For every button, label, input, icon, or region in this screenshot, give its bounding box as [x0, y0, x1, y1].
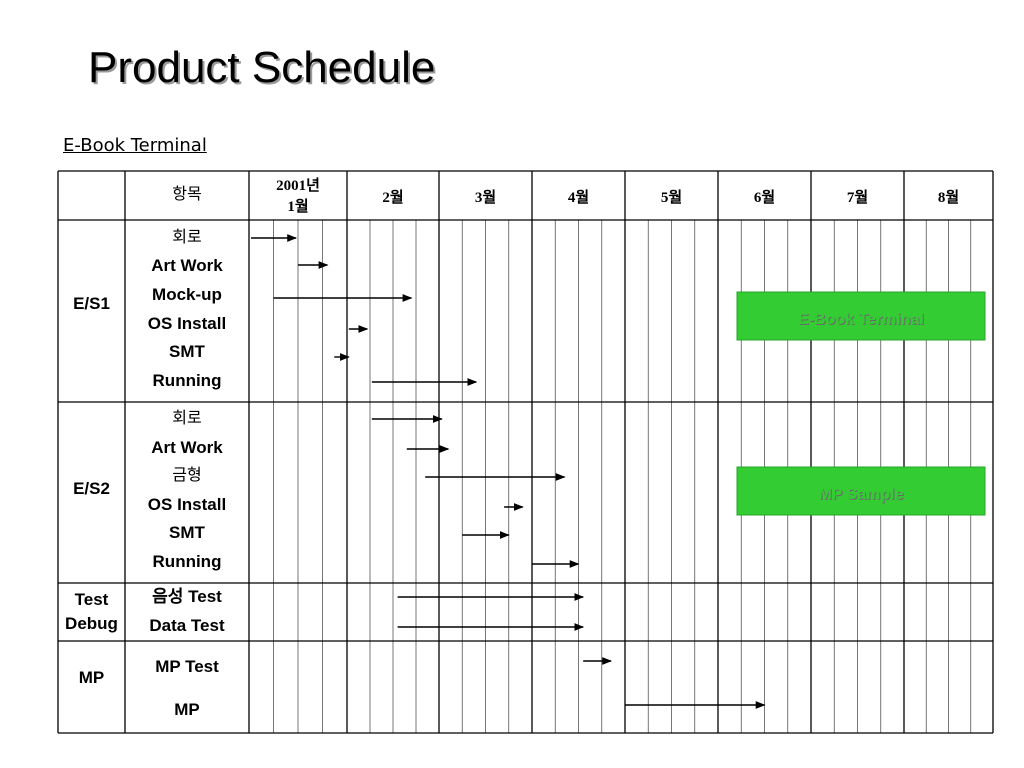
task-label: Mock-up [152, 285, 222, 304]
task-label: Data Test [149, 616, 225, 635]
task-label: Running [153, 552, 222, 571]
slide-title: Product Schedule [88, 43, 436, 92]
milestone-box-label: E-Book Terminal [798, 311, 924, 328]
task-label: OS Install [148, 495, 226, 514]
task-label: Art Work [151, 438, 223, 457]
task-label: OS Install [148, 314, 226, 333]
task-label: SMT [169, 342, 206, 361]
group-label: MP [79, 668, 105, 687]
group-label: Test Debug [65, 590, 118, 633]
header-item: 항목 [172, 184, 201, 203]
task-label: Running [153, 371, 222, 390]
slide-subtitle: E-Book Terminal [63, 135, 207, 156]
task-label: MP Test [155, 657, 219, 676]
month-header: 2월 [382, 189, 403, 206]
milestone-box-shadow: MP Sample [819, 487, 904, 504]
task-label: MP [174, 700, 200, 719]
month-header: 8월 [938, 189, 959, 206]
milestone-box [736, 291, 986, 341]
task-label: 회로 [172, 408, 201, 427]
month-header: 3월 [475, 189, 496, 206]
month-header: 7월 [847, 189, 868, 206]
milestone-box-shadow: E-Book Terminal [799, 312, 925, 329]
month-header: 5월 [661, 189, 682, 206]
task-label: SMT [169, 523, 206, 542]
task-label: 음성 Test [152, 587, 222, 606]
milestone-box [736, 466, 986, 516]
task-label: Art Work [151, 256, 223, 275]
month-header: 4월 [568, 189, 589, 206]
task-label: 회로 [172, 227, 201, 246]
task-label: 금형 [172, 465, 201, 484]
group-label: E/S1 [73, 294, 110, 313]
month-header: 2001년 1월 [276, 177, 320, 215]
group-label: E/S2 [73, 479, 110, 498]
month-header: 6월 [754, 189, 775, 206]
milestone-box-label: MP Sample [818, 486, 903, 503]
